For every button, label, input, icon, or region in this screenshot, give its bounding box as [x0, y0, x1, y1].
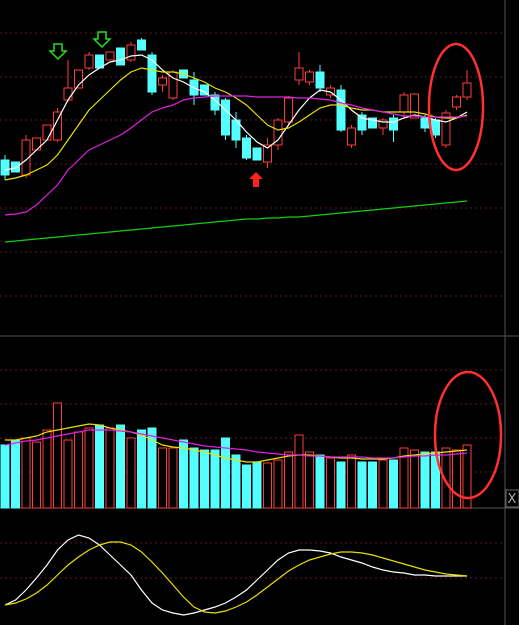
volume-bar	[95, 424, 104, 509]
sell-signal	[48, 43, 68, 61]
volume-bar	[294, 434, 304, 509]
volume-bar	[158, 447, 167, 509]
candle-body	[105, 51, 115, 61]
volume-bar	[179, 439, 188, 509]
volume-bar	[441, 447, 451, 509]
volume-bar	[420, 451, 430, 509]
ma-line	[4, 67, 468, 181]
volume-bar	[189, 447, 199, 509]
candle-body	[147, 54, 157, 93]
sell-signal	[92, 31, 112, 49]
candle-body	[53, 111, 62, 141]
volume-bar	[273, 459, 283, 509]
candle-body	[252, 147, 262, 161]
volume-bar	[42, 429, 52, 509]
candle-body	[116, 47, 125, 66]
volume-bar	[21, 437, 31, 509]
volume-bar	[357, 461, 367, 509]
volume-bar	[74, 431, 83, 509]
candle-body	[336, 89, 346, 131]
candle-body	[84, 54, 94, 69]
candle-body	[441, 112, 451, 146]
candle-body	[210, 94, 220, 111]
volume-bar	[389, 459, 398, 509]
volume-bar	[347, 454, 356, 509]
highlight-circle	[427, 42, 485, 172]
volume-bar	[105, 427, 115, 509]
ma-line	[4, 54, 468, 171]
ma-line	[4, 541, 468, 614]
ma-line	[4, 200, 468, 243]
volume-bar	[462, 444, 472, 509]
candle-body	[420, 117, 430, 129]
volume-bar	[210, 449, 220, 509]
volume-bar	[305, 451, 314, 509]
volume-bar	[32, 441, 41, 509]
volume-bar	[126, 437, 136, 509]
candle-body	[32, 137, 41, 151]
candle-body	[126, 44, 136, 61]
highlight-circle	[433, 370, 503, 500]
candle-body	[221, 99, 230, 136]
volume-bar	[368, 461, 377, 509]
volume-bar	[53, 402, 62, 509]
volume-bar	[200, 449, 209, 509]
candle-body	[347, 127, 356, 146]
candle-body	[368, 117, 377, 129]
volume-bar	[399, 447, 409, 509]
volume-bar	[221, 437, 230, 509]
candle-body	[137, 39, 146, 51]
candle-body	[42, 124, 52, 141]
buy-signal	[249, 172, 263, 187]
candle-body	[263, 144, 272, 163]
candle-body	[242, 137, 251, 159]
candle-body	[357, 114, 367, 131]
close-button[interactable]	[505, 489, 519, 508]
candle-body	[294, 67, 304, 81]
candle-body	[410, 93, 419, 119]
candle-body	[305, 71, 314, 83]
candle-body	[63, 87, 73, 101]
volume-bar	[63, 439, 73, 509]
candle-body	[0, 159, 10, 176]
volume-bar	[326, 457, 335, 509]
candle-body	[462, 82, 472, 98]
ma-line	[4, 429, 468, 459]
ma-line	[4, 534, 467, 616]
volume-bar	[410, 449, 419, 509]
volume-bar	[116, 424, 125, 509]
volume-bar	[0, 444, 10, 509]
volume-bar	[315, 454, 325, 509]
volume-bar	[336, 461, 346, 509]
volume-bar	[378, 459, 388, 509]
volume-bar	[11, 439, 20, 509]
volume-bar	[231, 454, 241, 509]
volume-bar	[284, 451, 293, 509]
candle-body	[74, 69, 83, 89]
volume-bar	[252, 461, 262, 509]
volume-bar	[84, 427, 94, 509]
volume-bar	[147, 427, 157, 509]
ma-line	[4, 95, 468, 216]
marks	[0, 38, 472, 616]
volume-bar	[242, 464, 251, 509]
candle-body	[431, 119, 440, 136]
candle-body	[389, 117, 398, 131]
candle-body	[378, 119, 388, 129]
candle-body	[399, 94, 409, 113]
candle-body	[315, 71, 325, 89]
candle-body	[273, 119, 283, 146]
volume-bar	[263, 462, 272, 509]
volume-bar	[452, 449, 461, 509]
candle-body	[11, 161, 20, 173]
candle-body	[158, 77, 167, 86]
close-label[interactable]: X	[508, 492, 517, 507]
volume-bar	[137, 429, 146, 509]
candle-body	[452, 96, 461, 108]
candle-body	[284, 97, 293, 123]
volume-bar	[168, 447, 178, 509]
